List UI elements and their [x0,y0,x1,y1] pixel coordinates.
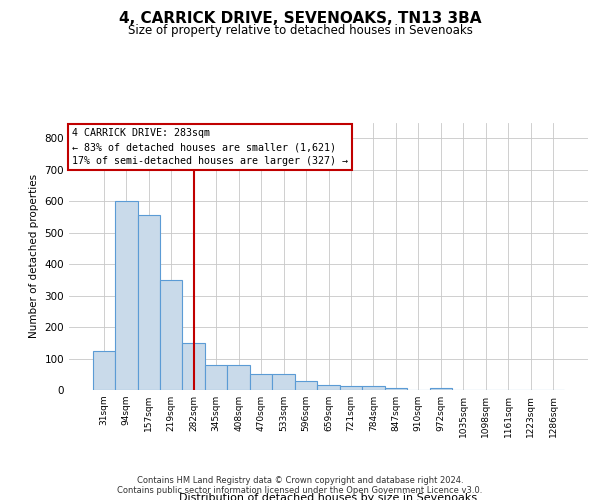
Text: 4, CARRICK DRIVE, SEVENOAKS, TN13 3BA: 4, CARRICK DRIVE, SEVENOAKS, TN13 3BA [119,11,481,26]
Bar [295,380,317,390]
Bar [115,201,137,390]
Text: 4 CARRICK DRIVE: 283sqm
← 83% of detached houses are smaller (1,621)
17% of semi: 4 CARRICK DRIVE: 283sqm ← 83% of detache… [71,128,347,166]
Bar [205,366,227,390]
Bar [430,388,452,390]
Bar [227,366,250,390]
Bar [160,280,182,390]
Text: Contains HM Land Registry data © Crown copyright and database right 2024.
Contai: Contains HM Land Registry data © Crown c… [118,476,482,495]
Bar [385,388,407,390]
Bar [362,386,385,390]
X-axis label: Distribution of detached houses by size in Sevenoaks: Distribution of detached houses by size … [179,492,478,500]
Bar [317,386,340,390]
Bar [92,350,115,390]
Text: Size of property relative to detached houses in Sevenoaks: Size of property relative to detached ho… [128,24,472,37]
Bar [182,344,205,390]
Y-axis label: Number of detached properties: Number of detached properties [29,174,39,338]
Bar [340,386,362,390]
Bar [250,374,272,390]
Bar [272,374,295,390]
Bar [137,216,160,390]
